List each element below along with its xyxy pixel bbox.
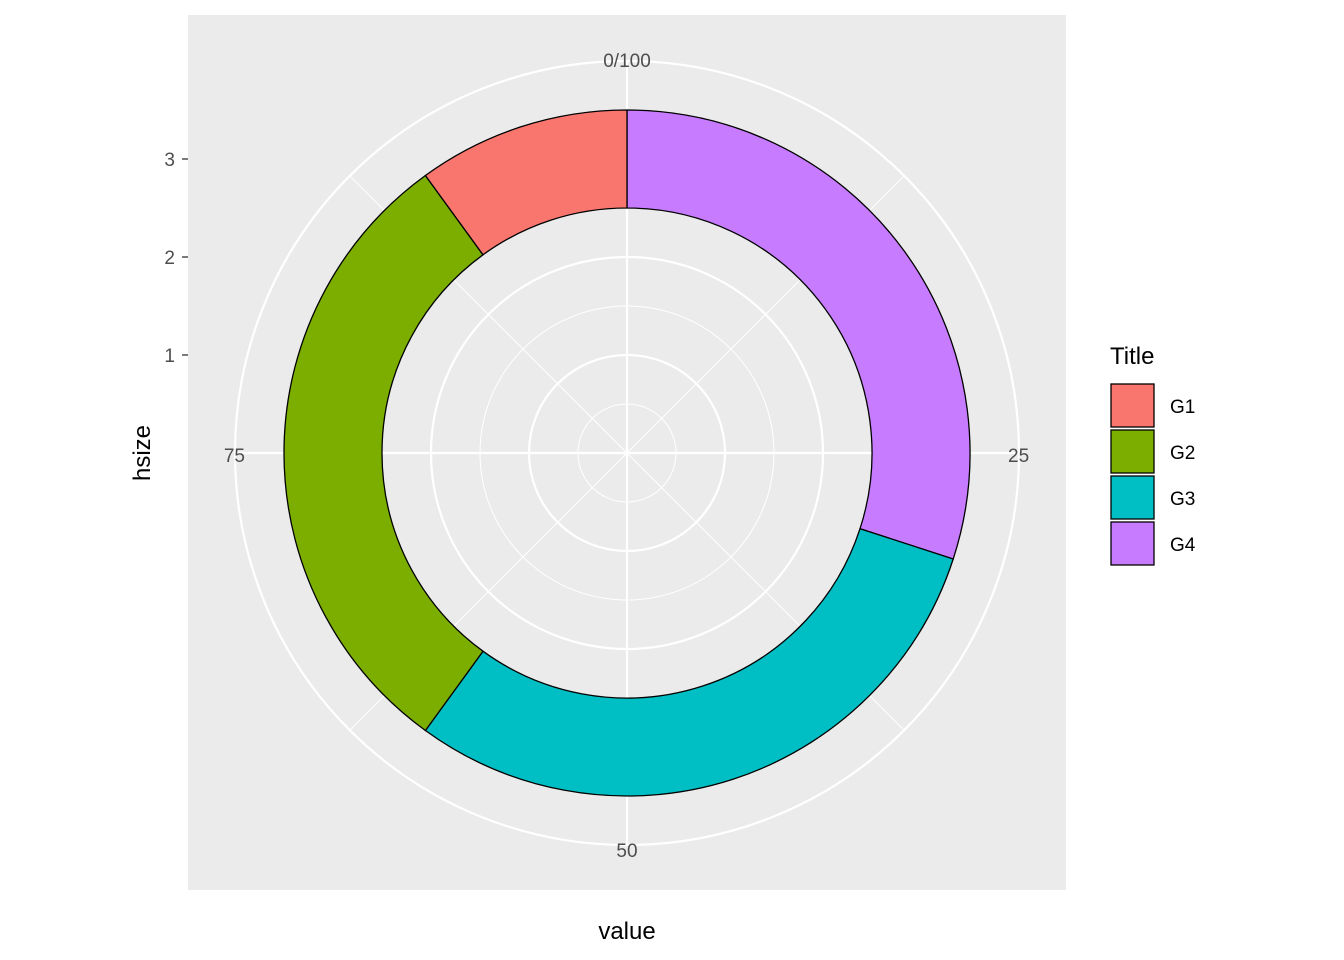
legend-label-g3: G3 (1170, 489, 1195, 510)
r-tick-label: 1 (164, 346, 175, 367)
r-ticks: 1 2 3 (164, 150, 188, 367)
slices-layer (283, 109, 971, 797)
theta-tick-label: 25 (1008, 446, 1029, 467)
legend: Title G1 G2 G3 G4 (1110, 343, 1196, 566)
legend-label-g1: G1 (1170, 397, 1195, 418)
theta-tick-label: 0/100 (603, 51, 651, 72)
legend-key-g4 (1110, 521, 1155, 566)
theta-ticks: 0/100 25 50 75 (224, 51, 1029, 862)
theta-tick-label: 75 (224, 446, 245, 467)
r-tick-label: 3 (164, 150, 175, 171)
legend-label-g4: G4 (1170, 535, 1196, 556)
slice-g2 (283, 174, 484, 732)
slice-g1 (424, 109, 628, 256)
slice-g3 (424, 527, 955, 797)
y-axis-title: hsize (129, 425, 156, 481)
theta-tick-label: 50 (616, 841, 637, 862)
legend-key-g1 (1110, 383, 1155, 428)
slice-g4 (626, 109, 971, 560)
legend-title: Title (1110, 343, 1154, 370)
x-axis-title: value (598, 918, 655, 945)
legend-key-g2 (1110, 429, 1155, 474)
legend-label-g2: G2 (1170, 443, 1195, 464)
legend-key-g3 (1110, 475, 1155, 520)
r-tick-label: 2 (164, 248, 175, 269)
